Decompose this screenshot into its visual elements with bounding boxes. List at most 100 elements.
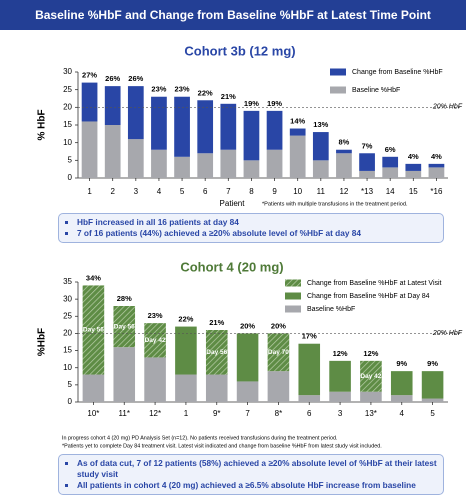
bar-segment <box>428 163 445 168</box>
bar-segment <box>82 374 105 402</box>
data-label: 23% <box>151 85 166 94</box>
bar-segment <box>359 170 375 178</box>
y-tick-label: 5 <box>68 155 73 164</box>
bar-segment <box>205 330 228 375</box>
x-tick-label: 9 <box>272 187 277 196</box>
x-tick-label: 3 <box>338 409 343 418</box>
x-tick-label: 7 <box>245 409 250 418</box>
legend-label: Change from Baseline %HbF at Latest Visi… <box>307 280 442 287</box>
x-tick-label: *16 <box>430 187 443 196</box>
x-tick-label: 1 <box>87 187 92 196</box>
bar-segment <box>197 100 214 154</box>
y-tick-label: 10 <box>63 138 72 147</box>
x-tick-label: 12 <box>339 187 348 196</box>
data-label: 4% <box>408 152 419 161</box>
bar-segment <box>266 110 283 150</box>
data-label: 19% <box>244 99 259 108</box>
day-label: Day 56 <box>114 323 135 330</box>
data-label: 9% <box>427 359 438 368</box>
footnote: *Patients with multiple transfusions in … <box>262 201 408 207</box>
legend-label: Change from Baseline %HbF at Day 84 <box>307 293 430 300</box>
bar-segment <box>113 347 136 402</box>
x-tick-label: 12* <box>149 409 161 418</box>
x-tick-label: 5 <box>180 187 185 196</box>
x-tick-label: 6 <box>203 187 208 196</box>
day-label: Day 70 <box>268 349 289 356</box>
bar-segment <box>151 96 167 150</box>
callout-item: 7 of 16 patients (44%) achieved a ≥20% a… <box>77 228 437 239</box>
data-label: 23% <box>175 85 190 94</box>
bar-segment <box>174 156 190 178</box>
data-label: 13% <box>313 120 328 129</box>
bar-segment <box>243 160 260 178</box>
callout-item: All patients in cohort 4 (20 mg) achieve… <box>77 480 437 491</box>
data-label: 22% <box>198 88 213 97</box>
bar-segment <box>360 360 382 392</box>
data-label: 34% <box>86 273 101 282</box>
bar-segment <box>329 360 351 392</box>
data-label: 17% <box>302 332 317 341</box>
bar-segment <box>104 125 121 178</box>
y-tick-label: 30 <box>63 294 72 303</box>
day-label: Day 42 <box>145 337 166 344</box>
day-label: Day 42 <box>360 373 381 380</box>
bar-segment <box>151 149 167 178</box>
x-tick-label: 14 <box>386 187 395 196</box>
bar-segment <box>329 391 351 402</box>
bar-segment <box>382 167 399 178</box>
y-tick-label: 0 <box>68 173 73 182</box>
y-tick-label: 20 <box>63 102 72 111</box>
legend-swatch <box>330 86 346 94</box>
bar-segment <box>359 153 375 171</box>
data-label: 21% <box>221 92 236 101</box>
bar-segment <box>144 357 166 402</box>
footnote: *Patients yet to complete Day 84 treatme… <box>62 443 382 449</box>
y-tick-label: 35 <box>63 277 72 286</box>
data-label: 23% <box>148 311 163 320</box>
bar-segment <box>144 323 166 358</box>
bar-segment <box>405 170 422 178</box>
bar-segment <box>298 395 321 402</box>
y-tick-label: 25 <box>63 85 72 94</box>
data-label: 14% <box>290 117 305 126</box>
data-label: 9% <box>396 359 407 368</box>
bar-segment <box>267 371 290 402</box>
data-label: 6% <box>385 145 396 154</box>
legend-swatch <box>285 292 301 300</box>
bar-segment <box>236 381 259 402</box>
bar-segment <box>174 96 190 157</box>
bar-segment <box>127 139 144 178</box>
data-label: 8% <box>339 138 350 147</box>
data-label: 26% <box>105 74 120 83</box>
x-tick-label: 4 <box>400 409 405 418</box>
x-tick-label: 2 <box>110 187 115 196</box>
x-tick-label: 3 <box>134 187 139 196</box>
bar-segment <box>336 153 352 178</box>
footnote: In progress cohort 4 (20 mg) PD Analysis… <box>62 435 338 441</box>
header-bar <box>0 0 466 30</box>
bar-segment <box>113 306 136 348</box>
y-tick-label: 20 <box>63 329 72 338</box>
y-axis-label: %HbF <box>37 328 48 356</box>
x-tick-label: 10 <box>293 187 302 196</box>
bar-segment <box>175 326 197 375</box>
data-label: 19% <box>267 99 282 108</box>
x-tick-label: 1 <box>184 409 189 418</box>
data-label: 22% <box>178 315 193 324</box>
y-tick-label: 30 <box>63 67 72 76</box>
y-axis-label: % HbF <box>37 109 48 140</box>
bar-segment <box>405 163 422 171</box>
legend-swatch <box>330 68 346 76</box>
data-label: 12% <box>363 349 378 358</box>
x-tick-label: 13* <box>365 409 377 418</box>
x-tick-label: 5 <box>430 409 435 418</box>
x-tick-label: 11* <box>119 409 130 418</box>
legend-label: Baseline %HbF <box>307 306 355 313</box>
x-tick-label: 10* <box>87 409 99 418</box>
bar-segment <box>421 371 444 399</box>
data-label: 4% <box>431 152 442 161</box>
callout-box: HbF increased in all 16 patients at day … <box>58 213 444 243</box>
bar-segment <box>81 121 98 178</box>
